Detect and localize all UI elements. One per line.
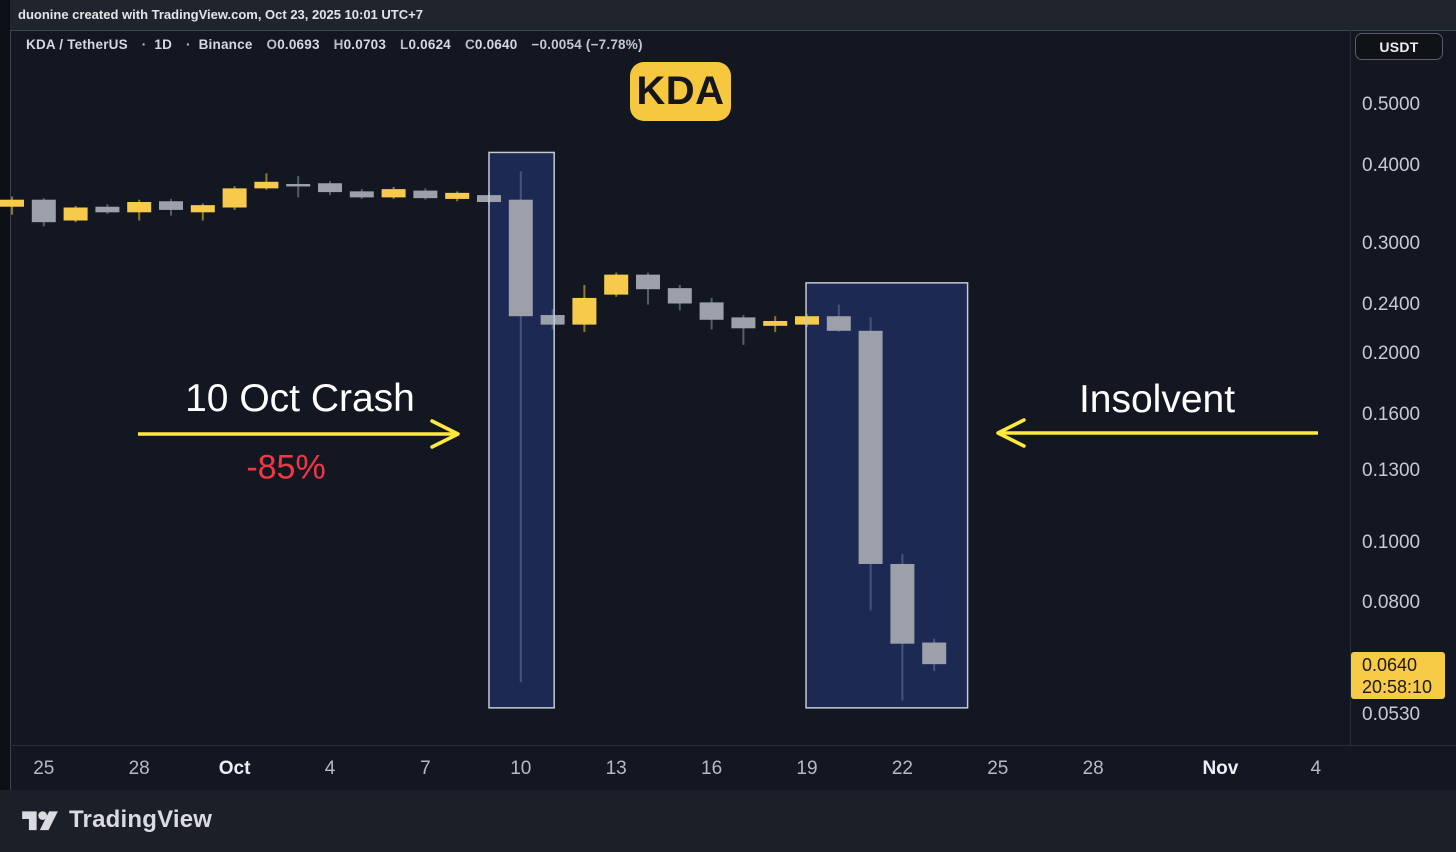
candle-body [127, 202, 152, 213]
time-tick-label: 25 [33, 758, 55, 779]
candle-body [795, 316, 819, 325]
price-tick-label: 0.5000 [1362, 94, 1421, 115]
highlight-box-fill [806, 282, 968, 708]
time-axis-separator [10, 745, 1456, 746]
crash-annotation-label: 10 Oct Crash [185, 377, 415, 420]
symbol-header[interactable]: KDA / TetherUS · 1D · Binance O0.0693 H0… [26, 37, 643, 52]
candle-body [63, 207, 88, 221]
exchange-label[interactable]: Binance [198, 37, 253, 52]
separator-dot: · [186, 37, 191, 52]
candlestick-chart [0, 151, 1318, 709]
candle-body [445, 192, 470, 199]
close-value: 0.0640 [474, 37, 518, 52]
candle-body [381, 189, 406, 198]
symbol-name[interactable]: KDA / TetherUS [26, 37, 128, 52]
candle-body [254, 181, 279, 189]
currency-toggle-button[interactable]: USDT [1355, 33, 1443, 60]
candle-body [667, 288, 692, 304]
price-tick-label: 0.2000 [1362, 343, 1421, 365]
candle-body [858, 330, 883, 564]
candle-body [318, 183, 342, 193]
time-tick-label: 28 [128, 758, 150, 779]
crash-percent-label: -85% [246, 448, 326, 487]
price-tick-label: 0.3000 [1362, 232, 1421, 254]
price-tick-label: 0.2400 [1362, 293, 1421, 315]
time-tick-label: 16 [701, 758, 723, 779]
candle-body [0, 199, 24, 207]
candle-body [699, 302, 724, 320]
attribution-bar: duonine created with TradingView.com, Oc… [10, 0, 1456, 30]
time-tick-label: 10 [510, 758, 532, 779]
highlight-box-border [805, 282, 969, 709]
price-tick-label: 0.0800 [1362, 592, 1421, 614]
candle-body [413, 190, 438, 199]
candle-body [540, 315, 565, 325]
candle-body [349, 191, 374, 198]
time-tick-label: 19 [796, 758, 818, 779]
candle-body [572, 297, 597, 325]
candle-body [286, 183, 311, 187]
last-price-value: 0.0640 [1362, 655, 1418, 676]
price-tick-label: 0.1300 [1362, 460, 1421, 482]
candle-body [826, 316, 851, 331]
annotation-arrow-head [430, 419, 460, 449]
low-value: 0.0624 [408, 37, 451, 52]
footer-bar: TradingView [0, 790, 1456, 852]
separator-dot: · [141, 37, 147, 52]
candle-body [922, 642, 947, 665]
tradingview-logo[interactable]: TradingView [22, 806, 212, 834]
low-label: L [400, 37, 409, 52]
high-value: 0.0703 [343, 37, 387, 52]
candle-body [763, 320, 788, 326]
price-tick-label: 0.1000 [1362, 531, 1421, 553]
candle-body [190, 205, 215, 213]
change-value: −0.0054 (−7.78%) [531, 37, 643, 52]
attribution-text: duonine created with TradingView.com, Oc… [18, 7, 423, 22]
price-tick-label: 0.1600 [1362, 403, 1421, 425]
time-tick-label: 22 [891, 758, 913, 779]
candle-body [890, 563, 915, 644]
time-tick-label: 4 [324, 758, 336, 779]
candle-body [508, 199, 533, 317]
candle-body [636, 274, 660, 290]
candle-body [731, 317, 756, 329]
candle-body [159, 201, 183, 210]
tradingview-logo-text: TradingView [69, 806, 213, 833]
time-tick-month-label: Oct [218, 758, 251, 779]
time-tick-label: 7 [420, 758, 431, 779]
bar-countdown: 20:58:10 [1362, 677, 1433, 698]
candle-body [222, 188, 247, 208]
interval-label[interactable]: 1D [154, 37, 173, 52]
price-tick-label: 0.0530 [1362, 704, 1421, 726]
time-tick-label: 13 [605, 758, 627, 779]
price-scale-separator [1350, 30, 1351, 745]
open-label: O [266, 37, 278, 52]
close-label: C [464, 37, 475, 52]
time-tick-label: 4 [1310, 758, 1322, 779]
candle-body [95, 206, 120, 213]
time-tick-month-label: Nov [1202, 758, 1239, 779]
annotation-arrow-head [996, 418, 1026, 448]
highlight-box-border [488, 151, 555, 709]
time-tick-label: 25 [987, 758, 1009, 779]
time-tick-label: 28 [1082, 758, 1104, 779]
high-label: H [333, 37, 344, 52]
insolvent-annotation-label: Insolvent [1078, 378, 1236, 421]
tradingview-logo-icon [22, 810, 58, 830]
price-tick-label: 0.4000 [1362, 154, 1421, 176]
candle-body [31, 199, 56, 223]
open-value: 0.0693 [277, 37, 320, 52]
symbol-badge: KDA [630, 62, 731, 121]
chart-pane[interactable] [10, 30, 1456, 790]
candle-body [604, 274, 629, 295]
last-price-badge: 0.0640 20:58:10 [1351, 652, 1445, 700]
